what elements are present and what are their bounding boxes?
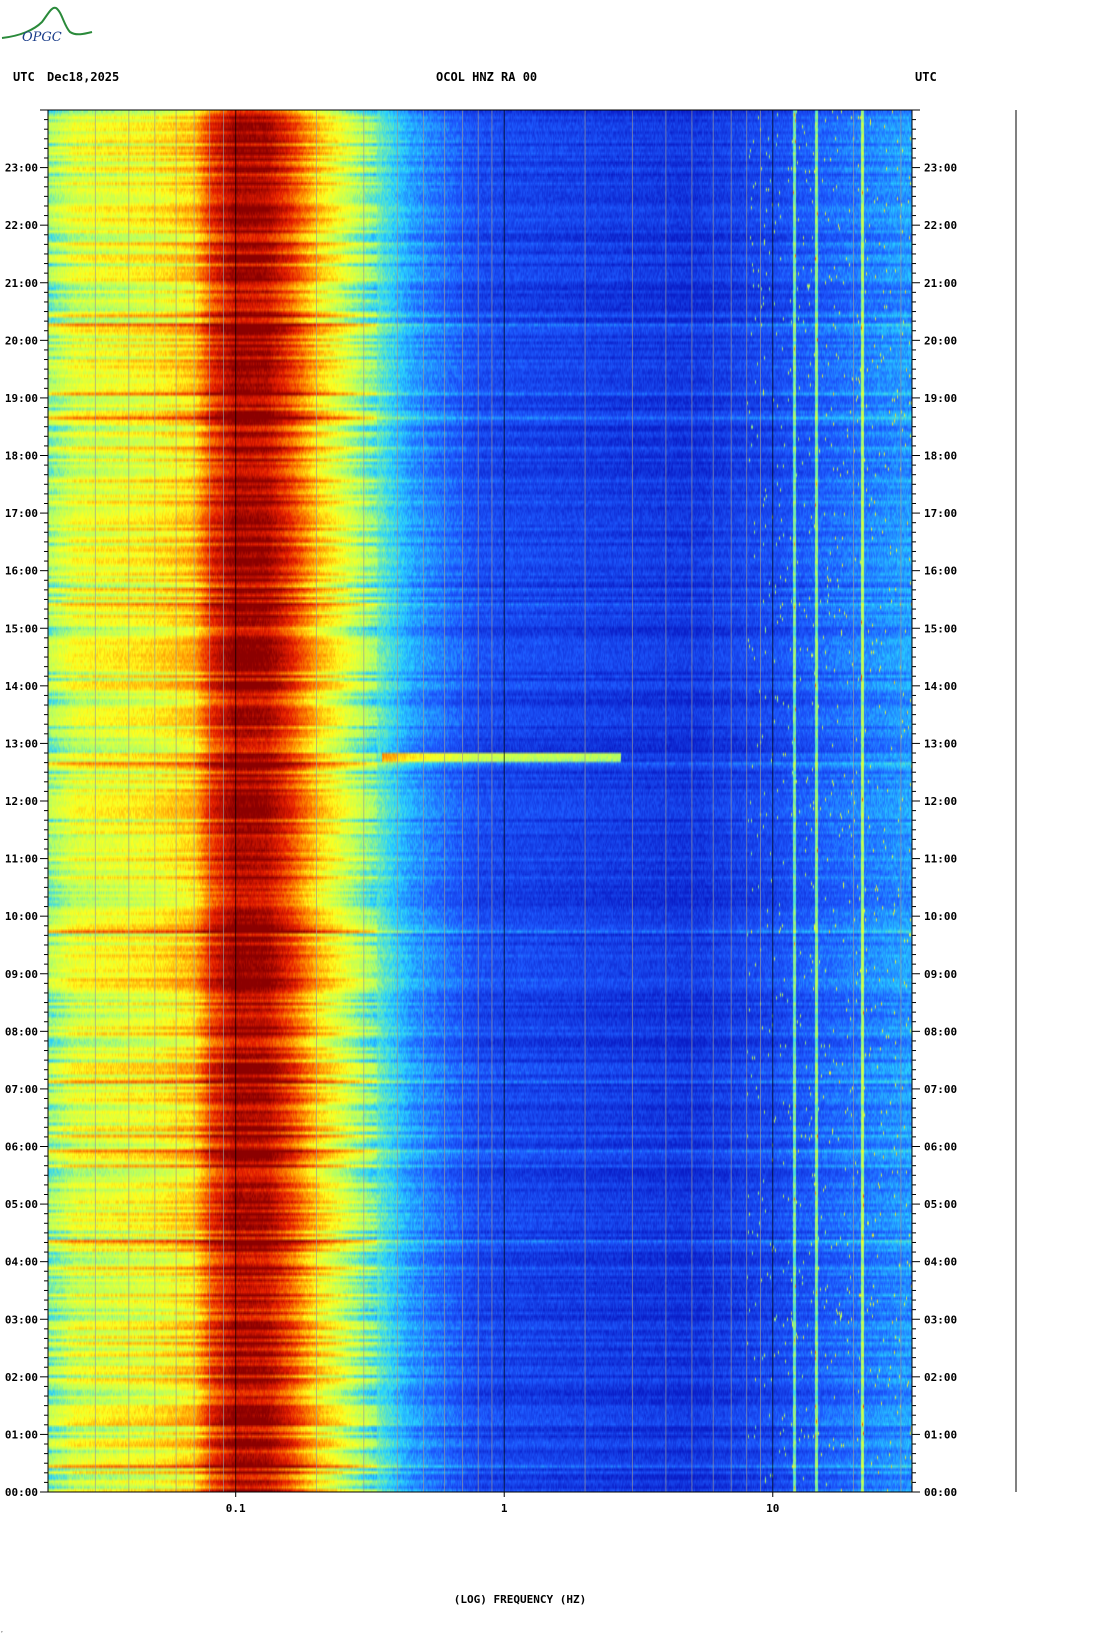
y-tick-label-left: 14:00 <box>5 680 38 693</box>
y-tick-label-right: 14:00 <box>924 680 957 693</box>
y-tick-label-right: 04:00 <box>924 1256 957 1269</box>
x-tick-label: 10 <box>766 1502 779 1515</box>
y-tick-label-left: 22:00 <box>5 219 38 232</box>
y-tick-label-right: 23:00 <box>924 162 957 175</box>
frequency-grid <box>47 110 902 1492</box>
y-tick-label-left: 02:00 <box>5 1371 38 1384</box>
y-tick-label-right: 03:00 <box>924 1313 957 1326</box>
y-tick-label-left: 04:00 <box>5 1256 38 1269</box>
x-tick-label: 0.1 <box>226 1502 246 1515</box>
y-tick-label-left: 23:00 <box>5 162 38 175</box>
chart-title: OCOL HNZ RA 00 <box>436 70 538 84</box>
x-axis-title: (LOG) FREQUENCY (HZ) <box>453 1593 587 1606</box>
y-tick-label-left: 09:00 <box>5 968 38 981</box>
opgc-logo: OPGC <box>0 0 100 52</box>
y-tick-label-left: 21:00 <box>5 277 38 290</box>
y-tick-label-left: 10:00 <box>5 910 38 923</box>
y-tick-label-right: 16:00 <box>924 565 957 578</box>
logo-swoosh <box>1 6 93 39</box>
y-tick-label-left: 13:00 <box>5 737 38 750</box>
y-tick-label-right: 06:00 <box>924 1141 957 1154</box>
y-tick-label-right: 22:00 <box>924 219 957 232</box>
y-tick-label-right: 18:00 <box>924 450 957 463</box>
y-tick-label-left: 12:00 <box>5 795 38 808</box>
y-tick-label-left: 06:00 <box>5 1141 38 1154</box>
y-tick-label-right: 10:00 <box>924 910 957 923</box>
y-tick-label-right: 13:00 <box>924 737 957 750</box>
y-tick-label-left: 03:00 <box>5 1313 38 1326</box>
y-tick-label-left: 00:00 <box>5 1486 38 1499</box>
y-tick-label-right: 20:00 <box>924 334 957 347</box>
y-tick-label-left: 07:00 <box>5 1083 38 1096</box>
y-tick-label-right: 00:00 <box>924 1486 957 1499</box>
y-tick-label-right: 15:00 <box>924 622 957 635</box>
y-tick-label-left: 18:00 <box>5 450 38 463</box>
y-axis-right: 00:00 01:00 02:00 03:00 04:00 05:00 06:00 07:00… <box>912 109 957 1499</box>
y-tick-label-right: 05:00 <box>924 1198 957 1211</box>
y-tick-label-left: 16:00 <box>5 565 38 578</box>
y-tick-label-right: 02:00 <box>924 1371 957 1384</box>
y-tick-label-left: 08:00 <box>5 1025 38 1038</box>
x-tick-label: 1 <box>501 1502 508 1515</box>
y-tick-label-right: 19:00 <box>924 392 957 405</box>
y-tick-label-left: 15:00 <box>5 622 38 635</box>
x-axis: 0.1 1 10 <box>226 1492 779 1515</box>
y-tick-label-left: 01:00 <box>5 1428 38 1441</box>
utc-label-right: UTC <box>915 70 937 84</box>
spectrogram-heatmap <box>48 110 912 1492</box>
y-tick-label-right: 09:00 <box>924 968 957 981</box>
y-tick-label-right: 07:00 <box>924 1083 957 1096</box>
y-tick-label-right: 11:00 <box>924 853 957 866</box>
y-tick-label-left: 17:00 <box>5 507 38 520</box>
y-tick-label-right: 21:00 <box>924 277 957 290</box>
y-tick-label-left: 19:00 <box>5 392 38 405</box>
y-tick-label-left: 11:00 <box>5 853 38 866</box>
y-tick-label-right: 08:00 <box>924 1025 957 1038</box>
y-axis-left: 00:00 01:00 02:00 03:00 04:00 05:00 06:00 07:00… <box>5 109 48 1499</box>
date-label: Dec18,2025 <box>47 70 120 84</box>
utc-label-left: UTC <box>13 70 35 84</box>
y-tick-label-right: 12:00 <box>924 795 957 808</box>
y-tick-label-left: 05:00 <box>5 1198 38 1211</box>
y-tick-label-left: 20:00 <box>5 334 38 347</box>
logo-text: OPGC <box>22 30 62 45</box>
y-tick-label-right: 01:00 <box>924 1428 957 1441</box>
y-tick-label-right: 17:00 <box>924 507 957 520</box>
